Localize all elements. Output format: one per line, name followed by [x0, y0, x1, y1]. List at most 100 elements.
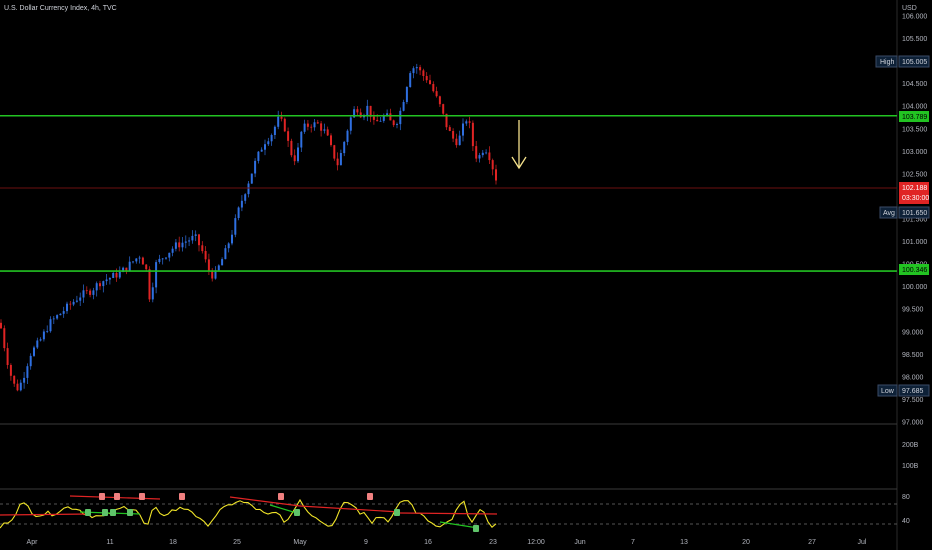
candle-body	[9, 365, 12, 376]
time-tick: Jun	[574, 539, 585, 546]
candle-body	[465, 121, 468, 124]
bearish-signal-marker	[278, 493, 284, 500]
candle-body	[59, 313, 62, 316]
svg-text:Avg: Avg	[883, 210, 895, 217]
candle-body	[306, 123, 309, 127]
candle-body	[214, 270, 217, 279]
svg-text:102.188: 102.188	[902, 185, 927, 192]
price-tick: 97.000	[902, 420, 924, 427]
candle-body	[151, 287, 154, 300]
candle-body	[442, 104, 445, 114]
candle-body	[491, 160, 494, 170]
candle-body	[194, 234, 197, 236]
time-tick: May	[293, 539, 307, 546]
candle-body	[99, 283, 101, 287]
price-tick: 102.500	[902, 171, 927, 178]
candle-body	[85, 290, 88, 292]
candle-body	[13, 375, 16, 384]
candle-body	[181, 242, 184, 248]
candle-body	[46, 331, 49, 332]
candle-body	[257, 151, 260, 161]
candle-body	[66, 303, 68, 312]
candle-body	[108, 277, 111, 280]
candle-body	[135, 258, 138, 262]
candle-body	[280, 116, 283, 119]
candle-body	[79, 297, 82, 301]
oscillator-line	[0, 498, 497, 529]
candle-body	[148, 269, 151, 300]
candles-layer	[0, 63, 497, 392]
time-tick: Apr	[27, 539, 39, 546]
candle-body	[165, 257, 167, 259]
candle-body	[458, 135, 461, 146]
candle-body	[290, 140, 293, 156]
candle-body	[62, 311, 65, 314]
candle-body	[323, 129, 326, 131]
price-tick: 104.500	[902, 81, 927, 88]
candle-body	[168, 252, 171, 258]
candle-body	[343, 141, 346, 154]
candle-body	[379, 120, 382, 122]
candle-body	[171, 248, 174, 253]
bearish-signal-marker	[179, 493, 185, 500]
candle-body	[36, 340, 39, 348]
time-axis[interactable]: Apr 11 18 25 May 9 16 23 12:00 Jun 7 13 20 27 Jul	[27, 539, 867, 546]
candle-body	[33, 347, 35, 356]
candle-body	[122, 267, 125, 272]
candle-body	[330, 135, 332, 146]
candle-body	[369, 105, 372, 117]
candle-body	[270, 135, 273, 142]
candle-body	[402, 102, 405, 111]
candle-body	[29, 355, 32, 367]
candle-body	[313, 122, 316, 128]
price-tick: 104.000	[902, 104, 927, 111]
resistance-price-tag: 103.789	[899, 111, 929, 122]
candle-body	[353, 109, 356, 118]
candle-body	[227, 243, 230, 249]
candle-body	[382, 115, 385, 121]
price-tick: 98.500	[902, 352, 924, 359]
candle-body	[471, 122, 474, 147]
price-tick: 99.000	[902, 329, 924, 336]
svg-text:100.346: 100.346	[902, 267, 927, 274]
candle-body	[224, 248, 227, 260]
candle-body	[475, 146, 478, 159]
price-tick: 101.000	[902, 239, 927, 246]
candle-body	[488, 152, 491, 161]
price-tick: 97.500	[902, 397, 924, 404]
candle-body	[184, 241, 187, 243]
candle-body	[399, 110, 402, 125]
svg-text:97.685: 97.685	[902, 388, 924, 395]
candle-body	[237, 207, 240, 218]
candle-body	[415, 67, 418, 69]
candle-body	[386, 113, 389, 116]
candle-body	[247, 183, 250, 195]
candle-body	[300, 131, 303, 148]
price-tick: 103.500	[902, 126, 927, 133]
price-tick: 101.500	[902, 217, 927, 224]
candle-body	[3, 328, 6, 349]
down-arrow-icon[interactable]	[511, 120, 527, 170]
bullish-signal-marker	[394, 509, 400, 516]
candle-body	[75, 300, 78, 302]
candle-body	[82, 290, 85, 298]
candle-body	[49, 319, 52, 332]
candle-body	[349, 117, 352, 131]
candle-body	[452, 131, 455, 139]
time-tick: 12:00	[527, 539, 545, 546]
oscillator-signal-markers	[85, 493, 479, 532]
candle-body	[198, 234, 200, 246]
candle-body	[178, 242, 181, 248]
time-tick: 7	[631, 539, 635, 546]
candle-body	[56, 315, 59, 319]
candle-body	[396, 124, 398, 125]
candle-body	[105, 279, 108, 282]
candle-body	[277, 116, 280, 127]
time-tick: 9	[364, 539, 368, 546]
candle-body	[138, 257, 141, 259]
price-tick: 106.000	[902, 14, 927, 21]
candle-body	[244, 194, 247, 201]
candle-body	[376, 119, 379, 122]
svg-text:Low: Low	[881, 388, 895, 395]
